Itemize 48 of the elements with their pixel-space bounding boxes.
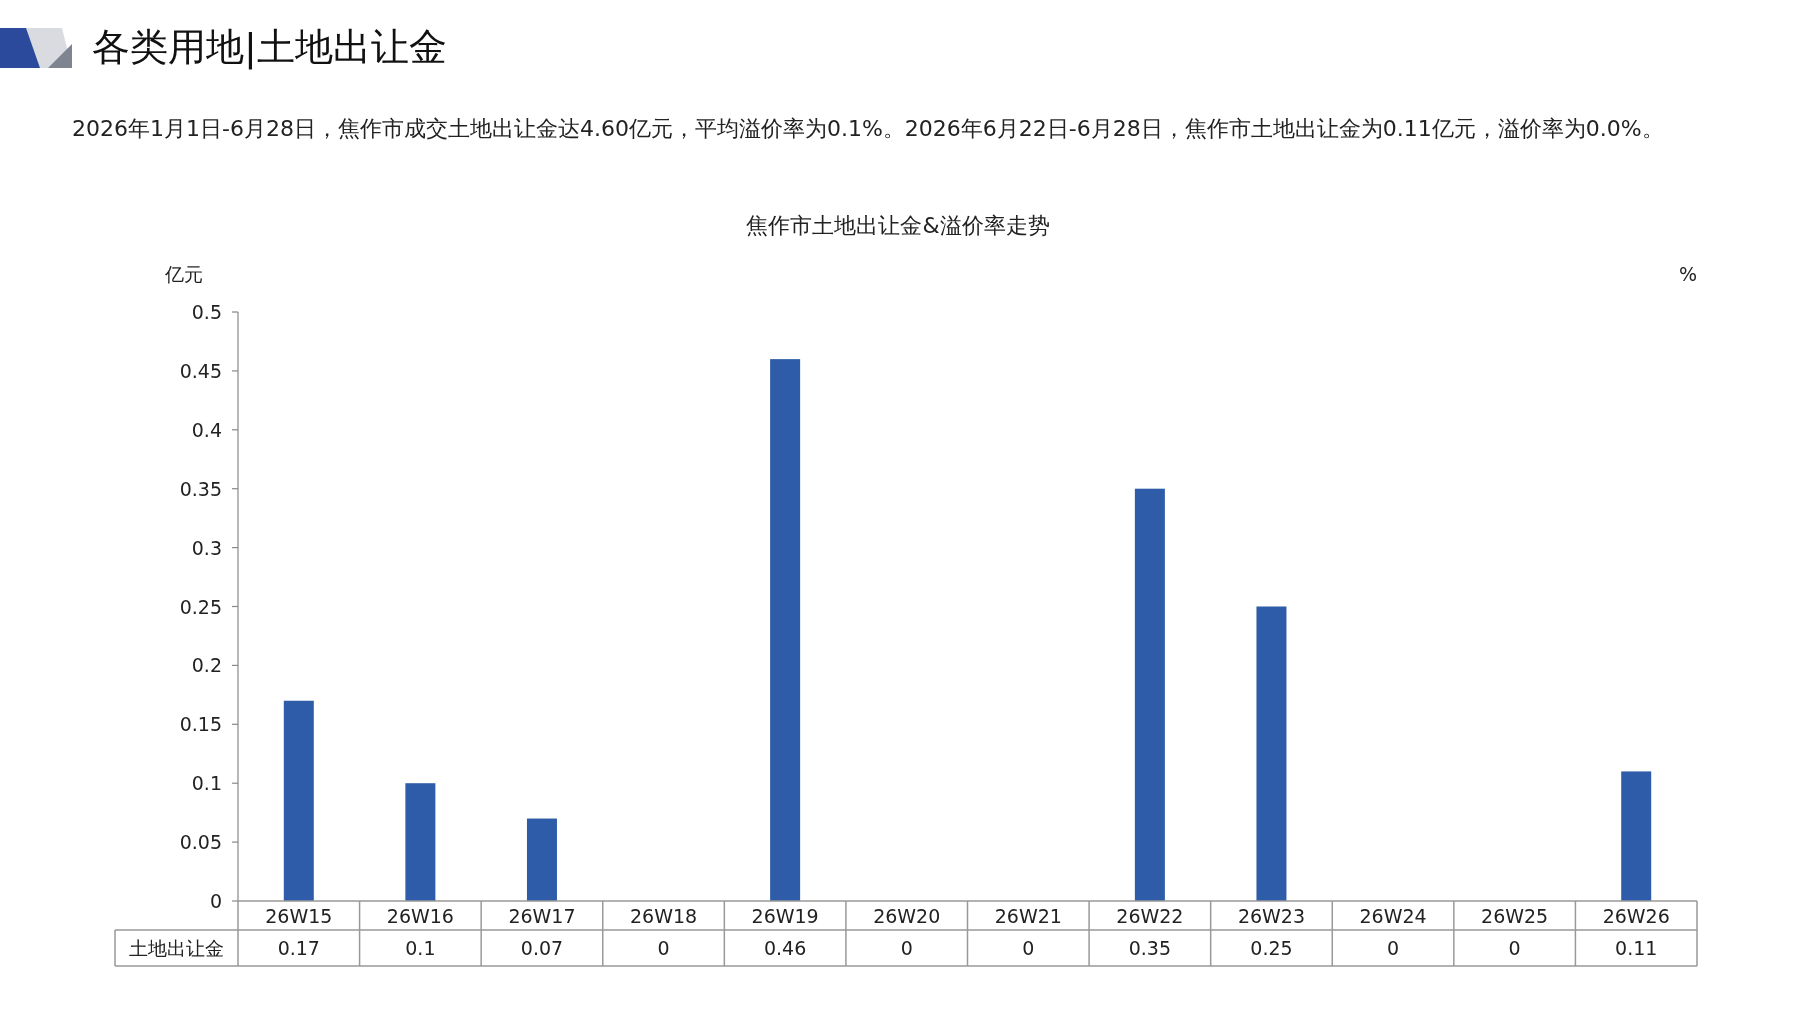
- text: 土地出让金: [129, 937, 224, 959]
- x-tick-label: 26W16: [386, 904, 454, 927]
- x-tick-label: 26W20: [873, 904, 941, 927]
- x-tick-label: 26W17: [508, 904, 576, 927]
- data-label: 0: [900, 937, 913, 959]
- x-tick-label: 26W26: [1602, 904, 1670, 927]
- x-tick-label: 26W21: [994, 904, 1062, 927]
- x-tick-label: 26W22: [1116, 904, 1184, 927]
- y-tick-label: 0.2: [191, 654, 222, 677]
- y-tick-label: 0.35: [179, 477, 222, 500]
- y-tick-label: 0.05: [179, 831, 222, 854]
- bar: [770, 359, 801, 901]
- bar: [283, 700, 314, 901]
- data-label: 0.17: [277, 937, 320, 959]
- chart-title: 各类用地|土地出让金: [92, 24, 447, 72]
- bar: [405, 783, 436, 901]
- y2-axis-title: %: [1678, 263, 1698, 285]
- data-label: 0.35: [1128, 937, 1172, 959]
- y-tick-label: 0.3: [191, 536, 222, 559]
- data-label: 0: [1386, 937, 1400, 959]
- y-tick-label: 0.25: [179, 595, 222, 618]
- data-label: 0.1: [405, 937, 436, 959]
- text: 2026年1月1日-6月28日，焦作市成交土地出让金达4.60亿元，平均溢价率为0.1%。2026年6月22日-6月28日，焦作市土地出让金为0.11亿元，溢价率为0.0%。: [72, 115, 1665, 143]
- data-label: 0.07: [520, 937, 564, 959]
- y-tick-label: 0.45: [179, 359, 222, 382]
- bar: [526, 818, 557, 901]
- y-tick-label: 0.1: [191, 772, 222, 795]
- data-label: 0: [1022, 937, 1035, 959]
- x-tick-label: 26W25: [1481, 904, 1549, 927]
- y-tick-label: 0.15: [179, 713, 222, 736]
- data-label: 0: [1508, 937, 1521, 959]
- bar: [1621, 771, 1652, 901]
- data-label: 0.25: [1250, 937, 1293, 959]
- x-tick-label: 26W15: [265, 904, 333, 927]
- data-label: 0.46: [763, 937, 807, 959]
- y-tick-label: 0: [209, 890, 222, 912]
- x-tick-label: 26W23: [1237, 904, 1306, 927]
- y-tick-label: 0.4: [191, 418, 222, 441]
- x-tick-label: 26W19: [751, 904, 819, 927]
- x-tick-label: 26W24: [1359, 904, 1427, 927]
- data-label: 0: [657, 937, 670, 959]
- data-label: 0.11: [1615, 937, 1658, 959]
- x-tick-label: 26W18: [629, 904, 698, 927]
- y-tick-label: 0.5: [191, 301, 222, 323]
- bar: [1256, 606, 1287, 901]
- bar: [1134, 488, 1165, 901]
- y-axis-title: 亿元: [164, 263, 203, 285]
- chart-subtitle: 焦作市土地出让金&溢价率走势: [746, 212, 1050, 238]
